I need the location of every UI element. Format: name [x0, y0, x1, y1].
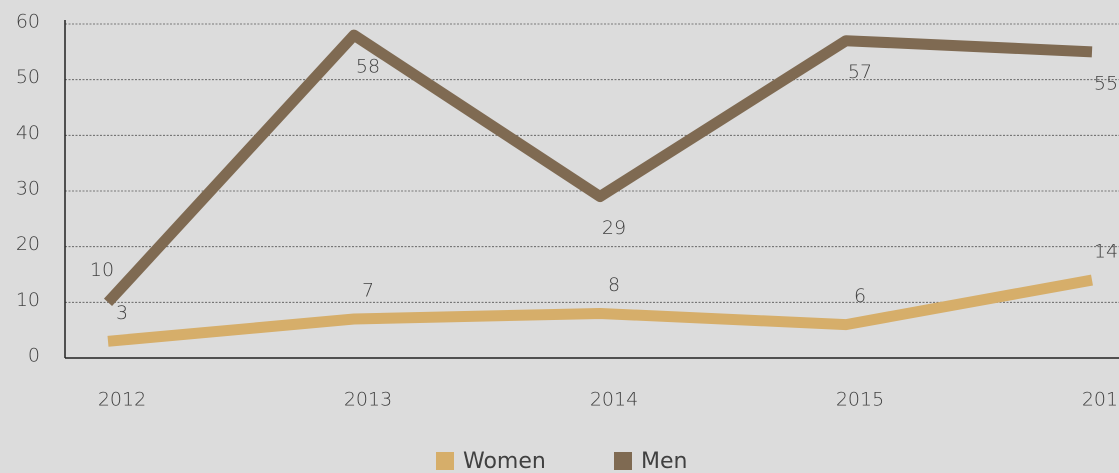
series-line	[103, 29, 1093, 307]
data-label: 8	[608, 274, 620, 296]
data-label: 7	[362, 280, 374, 302]
legend-label: Men	[641, 449, 687, 473]
data-label: 10	[90, 259, 114, 281]
legend-swatch	[436, 452, 454, 470]
data-label: 55	[1094, 72, 1118, 94]
data-label: 29	[602, 217, 626, 239]
data-label: 3	[116, 302, 128, 324]
y-tick-label: 0	[28, 345, 40, 367]
legend-swatch	[614, 452, 632, 470]
y-tick-label: 40	[16, 122, 40, 144]
series-line	[107, 274, 1093, 347]
y-tick-label: 30	[16, 178, 40, 200]
data-label: 57	[848, 61, 872, 83]
x-tick-label: 2016	[1082, 389, 1119, 411]
x-tick-label: 2013	[344, 389, 392, 411]
x-tick-label: 2012	[98, 389, 146, 411]
data-label: 14	[1094, 241, 1118, 263]
legend-label: Women	[463, 449, 546, 473]
data-label: 58	[356, 56, 380, 78]
y-tick-label: 50	[16, 66, 40, 88]
y-tick-label: 10	[16, 289, 40, 311]
y-tick-label: 60	[16, 11, 40, 33]
x-tick-label: 2014	[590, 389, 638, 411]
data-label: 6	[854, 285, 866, 307]
y-tick-label: 20	[16, 233, 40, 255]
x-tick-label: 2015	[836, 389, 884, 411]
